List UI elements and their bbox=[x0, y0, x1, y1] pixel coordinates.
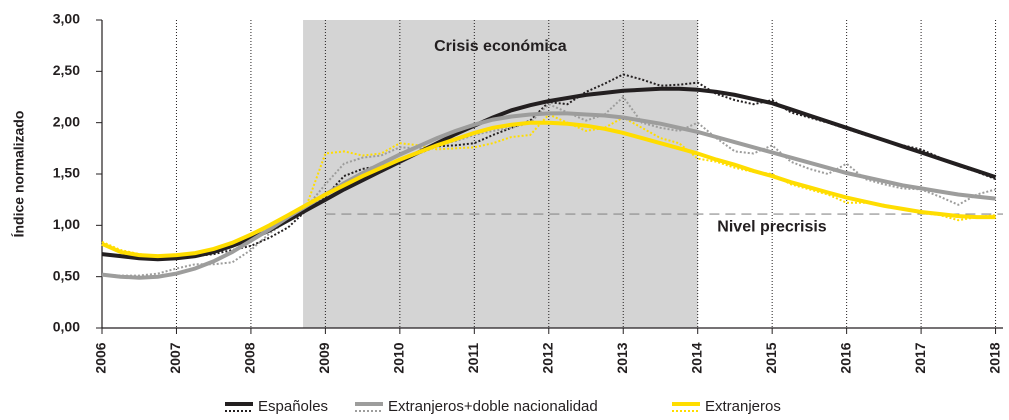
x-tick-label: 2011 bbox=[465, 343, 481, 374]
x-tick-label: 2007 bbox=[167, 342, 183, 373]
x-tick-label: 2012 bbox=[539, 342, 555, 373]
y-tick-label: 1,00 bbox=[53, 216, 80, 232]
x-tick-label: 2013 bbox=[614, 342, 630, 373]
legend-item: Extranjeros bbox=[672, 398, 781, 415]
legend-label: Españoles bbox=[258, 398, 328, 415]
x-tick-label: 2008 bbox=[242, 342, 258, 373]
legend-label: Extranjeros bbox=[705, 398, 781, 415]
y-tick-label: 1,50 bbox=[53, 165, 80, 181]
y-tick-label: 2,50 bbox=[53, 62, 80, 78]
legend-item: Españoles bbox=[225, 398, 328, 415]
x-tick-label: 2016 bbox=[837, 342, 853, 373]
x-tick-label: 2018 bbox=[986, 342, 1002, 373]
x-tick-label: 2006 bbox=[93, 342, 109, 373]
legend-item: Extranjeros+doble nacionalidad bbox=[355, 398, 598, 415]
x-tick-label: 2017 bbox=[912, 342, 928, 373]
legend-label: Extranjeros+doble nacionalidad bbox=[388, 398, 598, 415]
y-tick-label: 2,00 bbox=[53, 113, 80, 129]
trend-line bbox=[101, 111, 996, 280]
x-tick-label: 2015 bbox=[763, 342, 779, 373]
trend-line bbox=[101, 120, 996, 259]
y-tick-label: 3,00 bbox=[53, 11, 80, 27]
raw-line bbox=[101, 95, 996, 277]
x-tick-label: 2014 bbox=[688, 342, 704, 373]
precrisis-label: Nivel precrisis bbox=[717, 218, 827, 235]
crisis-label: Crisis económica bbox=[434, 38, 567, 55]
x-tick-label: 2010 bbox=[391, 342, 407, 373]
y-tick-label: 0,00 bbox=[53, 319, 80, 335]
y-tick-label: 0,50 bbox=[53, 267, 80, 283]
x-tick-label: 2009 bbox=[316, 342, 332, 373]
y-axis-label: Índice normalizado bbox=[11, 111, 27, 238]
